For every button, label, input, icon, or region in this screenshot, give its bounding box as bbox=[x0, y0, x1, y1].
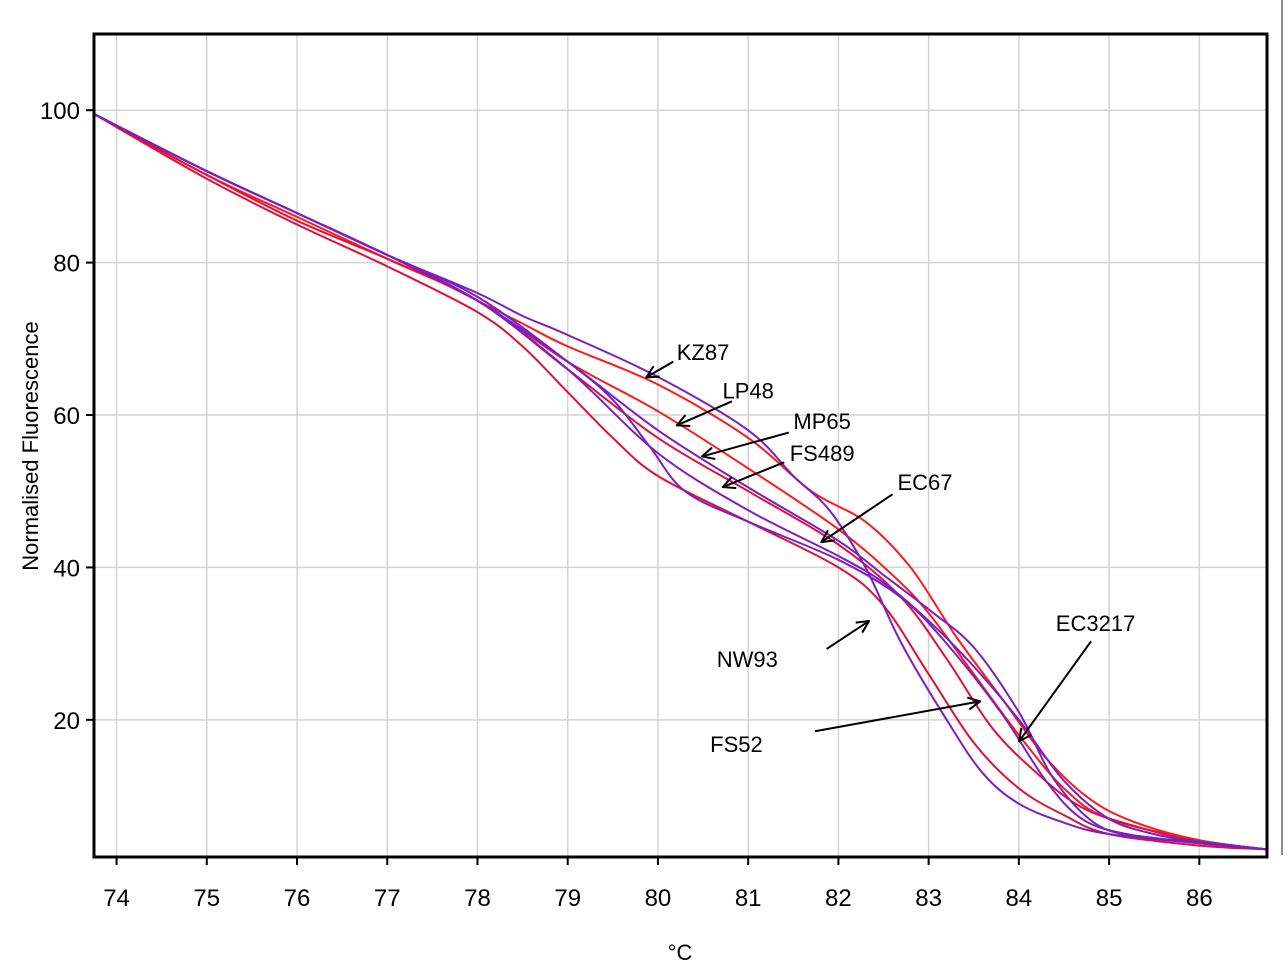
annotation-label: FS489 bbox=[790, 441, 855, 466]
x-axis-title: °C bbox=[668, 940, 693, 965]
annotation-label: EC67 bbox=[898, 470, 953, 495]
y-tick-label: 40 bbox=[53, 555, 80, 582]
x-tick-label: 75 bbox=[193, 885, 220, 912]
x-tick-label: 85 bbox=[1096, 885, 1123, 912]
x-tick-label: 86 bbox=[1186, 885, 1213, 912]
x-tick-label: 76 bbox=[284, 885, 311, 912]
x-axis-ticks: 74 75 76 77 78 79 80 81 82 83 84 85 86 bbox=[103, 857, 1213, 912]
annotation-label: EC3217 bbox=[1056, 611, 1136, 636]
y-tick-label: 20 bbox=[53, 708, 80, 735]
annotation-label: MP65 bbox=[793, 409, 850, 434]
y-tick-label: 80 bbox=[53, 251, 80, 278]
x-tick-label: 77 bbox=[374, 885, 401, 912]
series-group bbox=[94, 113, 1267, 851]
x-tick-label: 74 bbox=[103, 885, 130, 912]
x-tick-label: 79 bbox=[554, 885, 581, 912]
annotation-arrow bbox=[703, 431, 790, 457]
annotation-label: LP48 bbox=[722, 379, 773, 404]
annotation-arrow bbox=[647, 360, 674, 377]
series-line-2 bbox=[94, 113, 1267, 851]
x-tick-label: 83 bbox=[915, 885, 942, 912]
series-line-3 bbox=[94, 113, 1267, 851]
x-tick-label: 84 bbox=[1006, 885, 1033, 912]
x-tick-label: 80 bbox=[645, 885, 672, 912]
x-tick-label: 78 bbox=[464, 885, 491, 912]
annotation-arrow bbox=[1020, 640, 1092, 740]
annotation-label: NW93 bbox=[717, 647, 778, 672]
series-line-4 bbox=[94, 113, 1267, 851]
series-line-8 bbox=[94, 113, 1267, 851]
y-tick-label: 100 bbox=[40, 98, 80, 125]
annotation-arrow bbox=[724, 461, 785, 486]
annotation-arrow bbox=[826, 622, 869, 650]
annotation-arrow bbox=[814, 702, 979, 733]
x-tick-label: 81 bbox=[735, 885, 762, 912]
y-tick-label: 60 bbox=[53, 403, 80, 430]
annotation-label: FS52 bbox=[710, 732, 763, 757]
plot-frame bbox=[92, 32, 1269, 859]
annotation-arrow bbox=[822, 493, 894, 541]
annotation-label: KZ87 bbox=[677, 340, 730, 365]
annotation-arrow bbox=[678, 400, 733, 425]
y-axis-ticks: 20 40 60 80 100 bbox=[40, 98, 94, 735]
x-tick-label: 82 bbox=[825, 885, 852, 912]
annotations: KZ87 LP48 MP65 FS489 EC67 NW93 FS52 EC3217 bbox=[647, 340, 1135, 757]
y-axis-title: Normalised Fluorescence bbox=[18, 321, 43, 570]
